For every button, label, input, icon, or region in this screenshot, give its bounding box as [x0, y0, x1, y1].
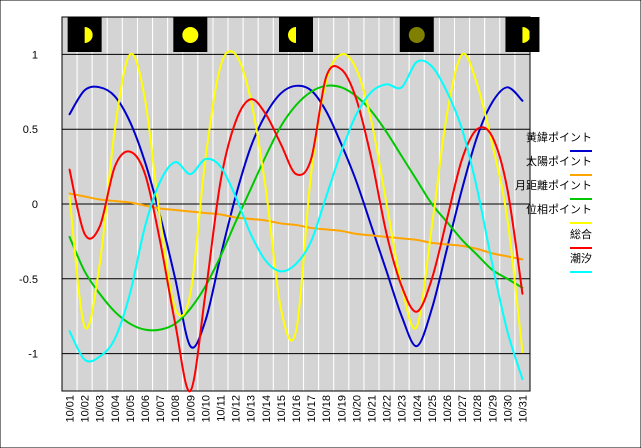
x-tick-label: 10/24: [412, 395, 424, 423]
series-line-潮汐: [68, 59, 524, 381]
x-tick-label: 10/19: [336, 395, 348, 423]
x-tick-label: 10/02: [80, 395, 92, 423]
x-tick-label: 10/31: [517, 395, 529, 423]
series-line-太陽ポイント: [68, 192, 524, 261]
x-tick-label: 10/16: [291, 395, 303, 423]
x-tick-label: 10/12: [231, 395, 243, 423]
moon-first-quarter-icon: [67, 17, 102, 52]
legend-item: 太陽ポイント: [526, 155, 592, 176]
moon-new-icon: [399, 17, 434, 52]
x-tick-label: 10/26: [442, 395, 454, 423]
x-tick-label: 10/04: [110, 395, 122, 423]
y-axis-ticks: 1 0.5 0 -0.5 -1: [19, 49, 38, 360]
legend-label: 潮汐: [570, 251, 592, 265]
x-tick-label: 10/18: [321, 395, 333, 423]
x-axis-ticks: 10/01 10/02 10/03 10/04 10/05 10/06 10/07 10/08…: [65, 395, 530, 423]
y-tick-label: 1: [32, 49, 38, 61]
x-tick-label: 10/21: [366, 395, 378, 423]
legend-item: 月距離ポイント: [515, 178, 592, 200]
x-tick-label: 10/17: [306, 395, 318, 423]
legend-item: 黄緯ポイント: [526, 130, 592, 152]
plot-frame: [61, 16, 531, 392]
x-tick-label: 10/07: [155, 395, 167, 423]
moon-full-icon: [173, 17, 208, 52]
x-tick-label: 10/28: [472, 395, 484, 423]
x-tick-label: 10/15: [276, 395, 288, 423]
legend-label: 太陽ポイント: [526, 155, 592, 168]
x-tick-label: 10/22: [382, 395, 394, 423]
x-tick-label: 10/10: [200, 395, 212, 423]
x-tick-label: 10/27: [457, 395, 469, 423]
legend-label: 総合: [570, 227, 592, 241]
legend-item: 位相ポイント: [526, 202, 592, 224]
series-lines: [68, 50, 524, 393]
x-tick-label: 10/08: [170, 395, 182, 423]
y-tick-label: -1: [28, 349, 38, 361]
x-tick-label: 10/25: [427, 395, 439, 423]
x-tick-label: 10/05: [125, 395, 137, 423]
x-tick-label: 10/30: [502, 395, 514, 423]
legend-item: 潮汐: [570, 251, 592, 273]
x-tick-label: 10/06: [140, 395, 152, 423]
moon-last-quarter-icon: [279, 17, 313, 52]
x-tick-label: 10/20: [351, 395, 363, 423]
moon-phase-row: [67, 17, 540, 52]
series-line-黄緯ポイント: [68, 84, 524, 349]
x-tick-label: 10/29: [487, 395, 499, 423]
x-tick-label: 10/13: [246, 395, 258, 423]
x-tick-label: 10/01: [65, 395, 77, 423]
y-tick-label: -0.5: [19, 274, 38, 286]
legend-label: 月距離ポイント: [515, 178, 592, 192]
x-tick-label: 10/23: [397, 395, 409, 423]
moon-first-quarter-icon: [505, 17, 540, 52]
legend-label: 位相ポイント: [526, 202, 592, 216]
legend-label: 黄緯ポイント: [526, 130, 592, 144]
x-tick-label: 10/14: [261, 395, 273, 423]
x-tick-label: 10/11: [216, 395, 228, 422]
x-tick-label: 10/03: [95, 395, 107, 423]
series-line-総合: [68, 65, 524, 393]
y-tick-label: 0.5: [23, 124, 38, 136]
legend-item: 総合: [570, 227, 592, 249]
x-tick-label: 10/09: [185, 395, 197, 423]
y-tick-label: 0: [32, 199, 38, 211]
series-line-位相ポイント: [68, 50, 524, 354]
